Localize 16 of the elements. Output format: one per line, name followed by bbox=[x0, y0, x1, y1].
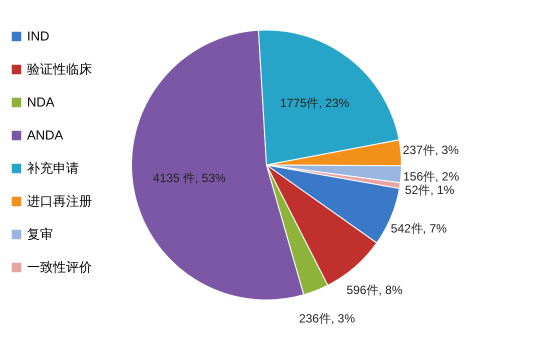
data-label: 52件, 1% bbox=[404, 183, 455, 198]
legend-label: 复审 bbox=[27, 226, 53, 242]
data-label: 1775件, 23% bbox=[280, 96, 350, 110]
legend-label: 验证性临床 bbox=[27, 62, 92, 76]
legend-label: 补充申请 bbox=[27, 160, 79, 176]
data-label: 236件, 3% bbox=[298, 312, 356, 326]
legend-label: NDA bbox=[27, 94, 55, 110]
legend-label: 进口再注册 bbox=[27, 194, 92, 208]
data-label: 156件, 2% bbox=[403, 169, 460, 184]
legend-label: ANDA bbox=[27, 128, 64, 142]
legend-label: 一致性评价 bbox=[27, 260, 92, 274]
data-label: 237件, 3% bbox=[402, 143, 460, 158]
data-label: 542件, 7% bbox=[390, 221, 448, 236]
legend-label: IND bbox=[27, 28, 50, 44]
data-label: 596件, 8% bbox=[346, 282, 403, 297]
data-label: 4135 件, 53% bbox=[152, 171, 226, 186]
